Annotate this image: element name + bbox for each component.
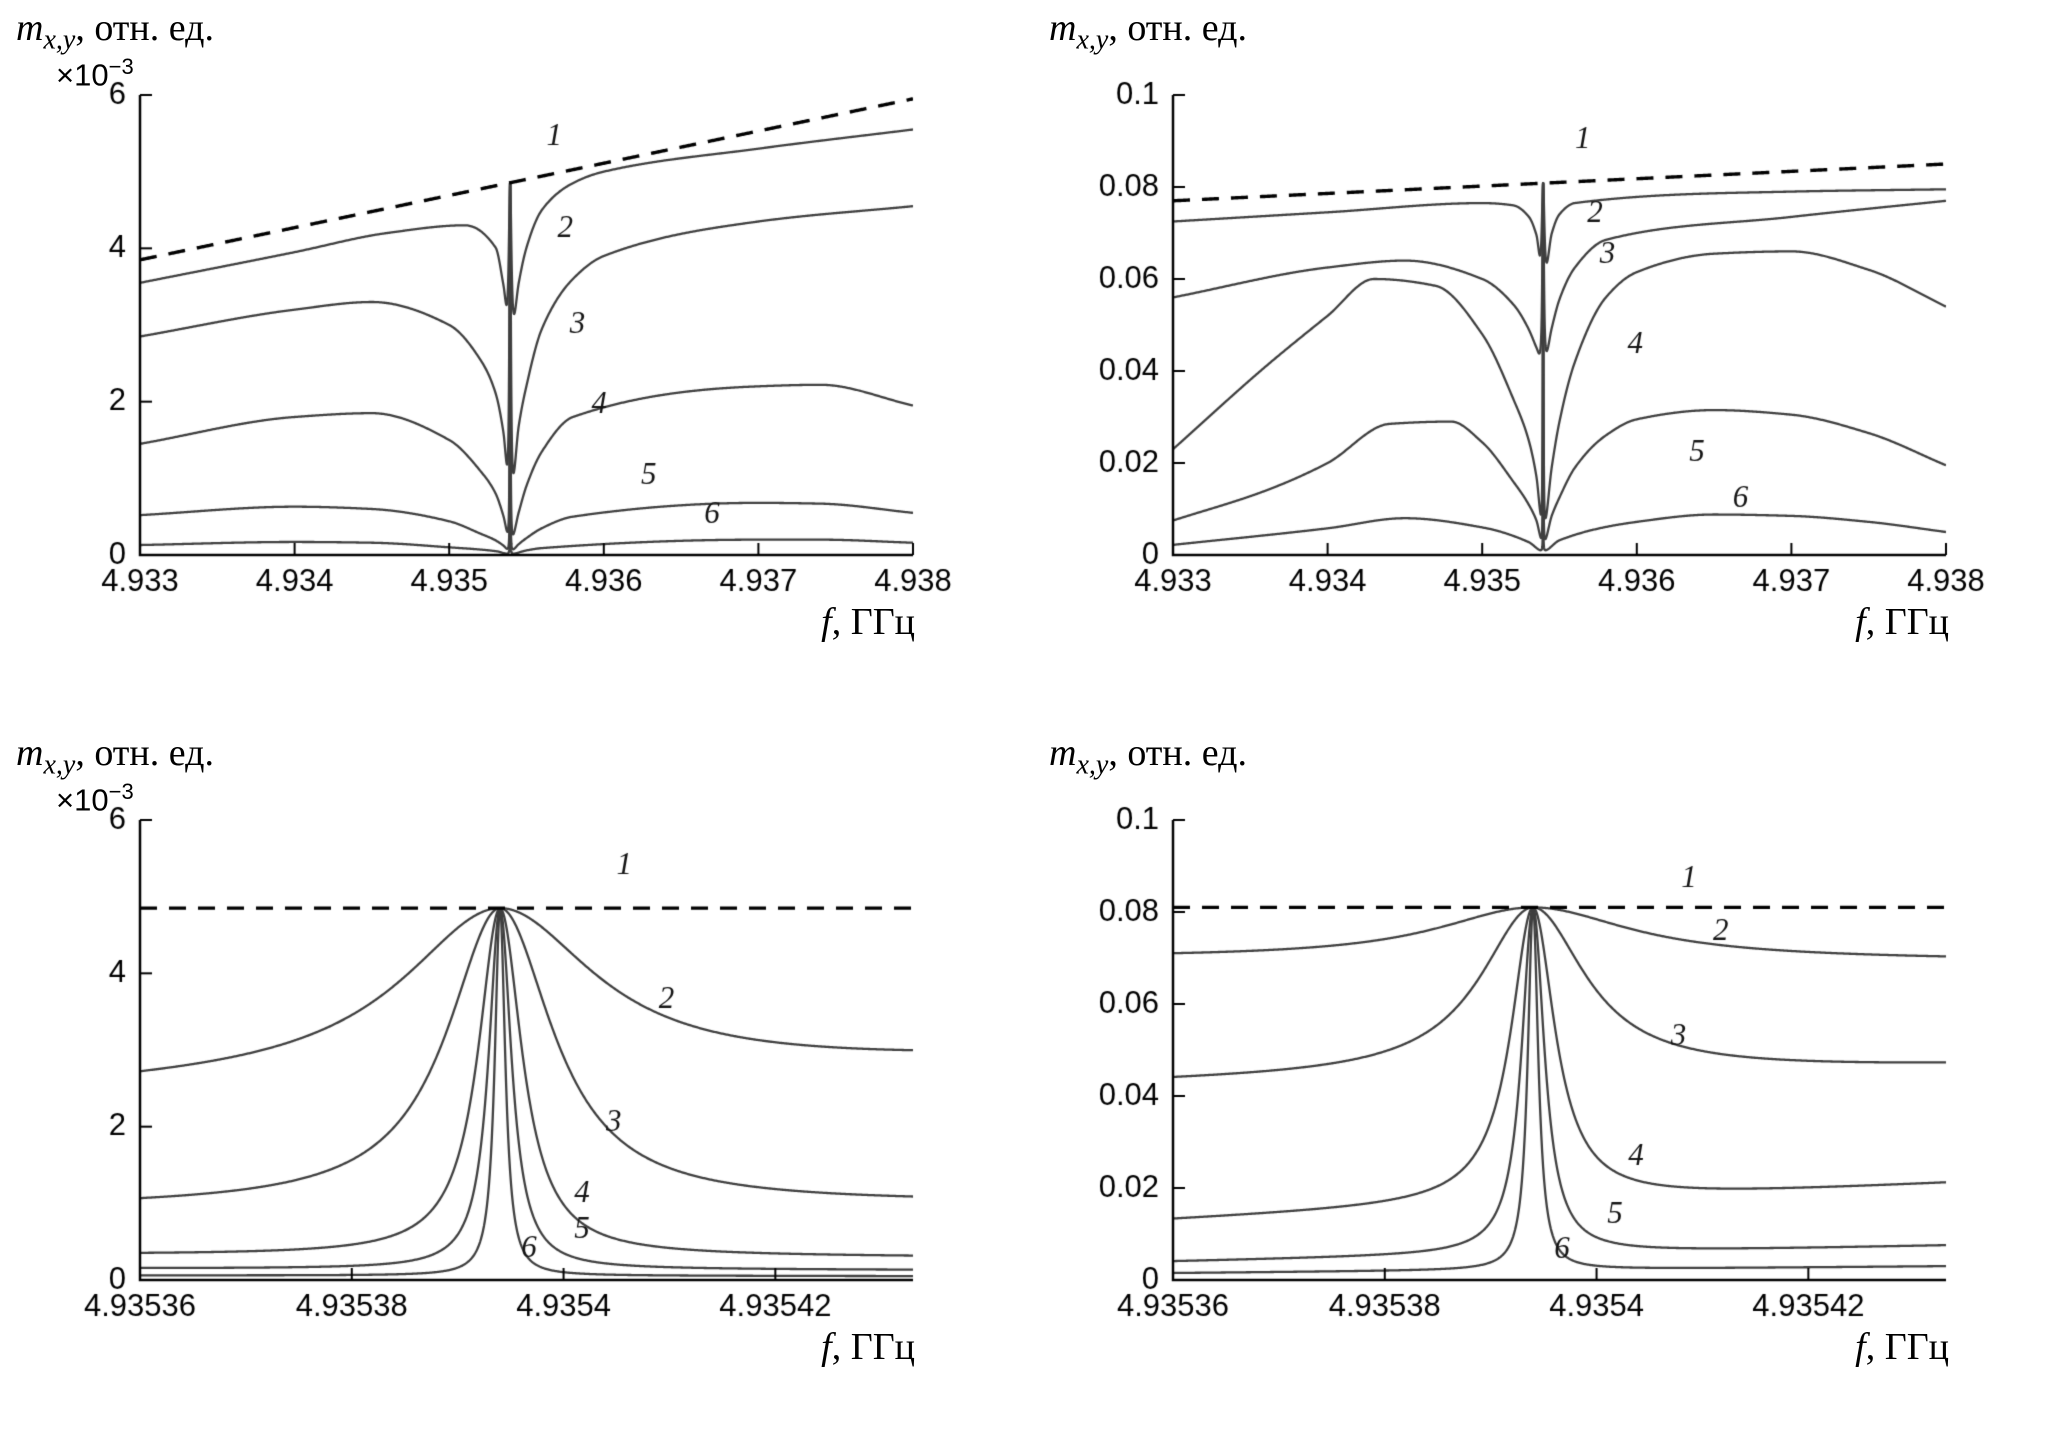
x-axis-units: , ГГц — [1865, 601, 1949, 643]
y-axis-symbol: m — [1049, 7, 1077, 49]
y-axis-symbol: m — [16, 732, 44, 774]
y-axis-multiplier: ×10−3 — [56, 779, 134, 818]
y-axis-units: , отн. ед. — [1108, 7, 1247, 49]
multiplier-base: ×10 — [56, 782, 109, 818]
y-axis-symbol: m — [1049, 732, 1077, 774]
y-axis-units: , отн. ед. — [75, 732, 214, 774]
chart-canvas-bottom-left — [0, 725, 1033, 1450]
x-axis-symbol: f — [821, 601, 832, 643]
x-axis-label: f, ГГц — [821, 1325, 915, 1369]
multiplier-exponent: −3 — [108, 779, 134, 804]
plot-panel-bottom-left: mx,y, отн. ед. ×10−3 f, ГГц — [0, 725, 1033, 1451]
y-axis-units: , отн. ед. — [75, 7, 214, 49]
plot-panel-top-right: mx,y, отн. ед. f, ГГц — [1033, 0, 2067, 725]
x-axis-symbol: f — [1855, 1326, 1866, 1368]
x-axis-label: f, ГГц — [821, 600, 915, 644]
y-axis-label: mx,y, отн. ед. — [16, 6, 214, 57]
x-axis-symbol: f — [1855, 601, 1866, 643]
y-axis-label: mx,y, отн. ед. — [1049, 6, 1247, 57]
x-axis-units: , ГГц — [1865, 1326, 1949, 1368]
multiplier-exponent: −3 — [108, 54, 134, 79]
multiplier-base: ×10 — [56, 57, 109, 93]
y-axis-subscript: x,y — [1076, 749, 1109, 781]
x-axis-label: f, ГГц — [1855, 600, 1949, 644]
x-axis-symbol: f — [821, 1326, 832, 1368]
y-axis-subscript: x,y — [1076, 24, 1109, 56]
x-axis-units: , ГГц — [831, 1326, 915, 1368]
chart-canvas-top-left — [0, 0, 1033, 725]
plot-panel-top-left: mx,y, отн. ед. ×10−3 f, ГГц — [0, 0, 1033, 725]
y-axis-label: mx,y, отн. ед. — [16, 731, 214, 782]
y-axis-label: mx,y, отн. ед. — [1049, 731, 1247, 782]
y-axis-symbol: m — [16, 7, 44, 49]
y-axis-multiplier: ×10−3 — [56, 54, 134, 93]
x-axis-label: f, ГГц — [1855, 1325, 1949, 1369]
chart-canvas-bottom-right — [1033, 725, 2066, 1450]
y-axis-subscript: x,y — [43, 24, 76, 56]
chart-canvas-top-right — [1033, 0, 2066, 725]
y-axis-units: , отн. ед. — [1108, 732, 1247, 774]
plot-panel-bottom-right: mx,y, отн. ед. f, ГГц — [1033, 725, 2067, 1451]
y-axis-subscript: x,y — [43, 749, 76, 781]
x-axis-units: , ГГц — [831, 601, 915, 643]
